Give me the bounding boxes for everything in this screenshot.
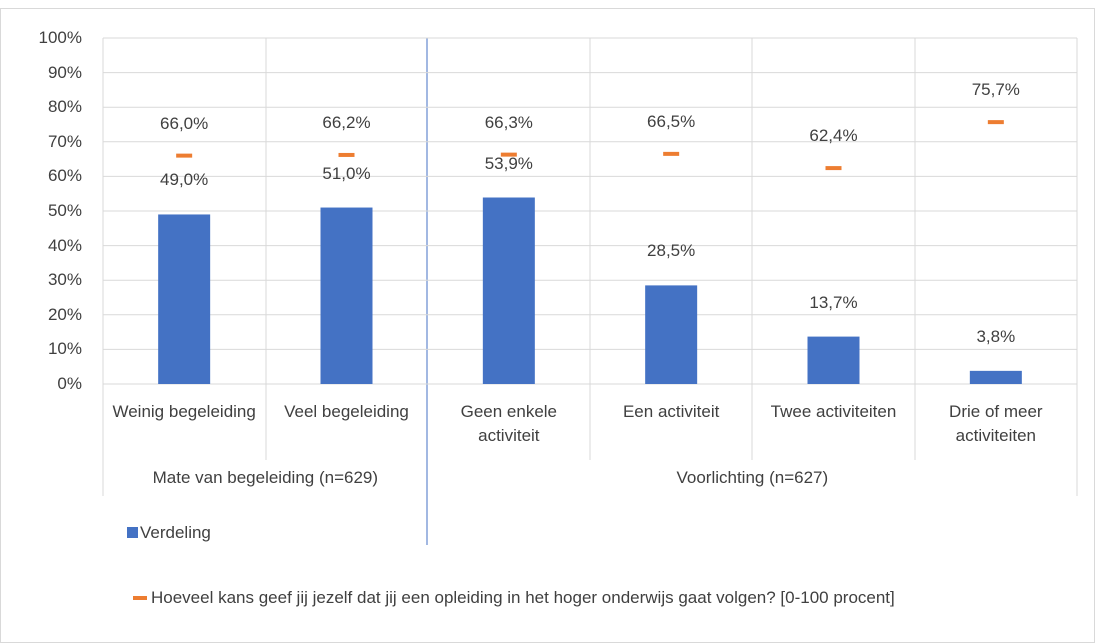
data-label: 66,2%: [322, 112, 371, 132]
legend-swatch: [127, 527, 138, 538]
data-label: 13,7%: [809, 292, 858, 312]
x-tick-label: Geen enkele activiteit: [460, 402, 558, 445]
group-label: Voorlichting (n=627): [676, 468, 829, 487]
y-tick-label: 10%: [47, 339, 82, 359]
data-label: 75,7%: [971, 80, 1020, 100]
data-label: 66,0%: [160, 113, 209, 133]
x-tick-label: Een activiteit: [622, 402, 720, 421]
bar: [645, 285, 698, 384]
x-tick-label: Twee activiteiten: [770, 402, 897, 421]
data-label: 28,5%: [647, 241, 696, 261]
legend-label: Verdeling: [140, 523, 211, 542]
bar: [158, 214, 211, 384]
bar: [482, 197, 535, 384]
x-tick-label: Drie of meer activiteiten: [949, 402, 1043, 445]
data-label: 49,0%: [160, 170, 209, 190]
bar: [969, 370, 1022, 384]
y-tick-label: 40%: [47, 235, 82, 255]
data-label: 3,8%: [976, 326, 1016, 346]
data-label: 62,4%: [809, 126, 858, 146]
data-label: 66,5%: [647, 111, 696, 131]
bar: [807, 336, 860, 384]
y-tick-label: 60%: [47, 166, 82, 186]
y-tick-label: 90%: [47, 62, 82, 82]
y-tick-label: 100%: [38, 28, 82, 47]
y-tick-label: 30%: [47, 270, 82, 290]
category-dividers: [102, 38, 1078, 496]
marks: [103, 37, 1077, 600]
chart-border: [0, 8, 1095, 643]
y-tick-label: 20%: [47, 304, 82, 324]
bar: [320, 207, 373, 384]
group-label: Mate van begeleiding (n=629): [152, 468, 379, 487]
y-tick-label: 70%: [47, 131, 82, 151]
data-label: 66,3%: [484, 112, 533, 132]
x-tick-label: Veel begeleiding: [284, 402, 409, 421]
y-tick-label: 80%: [47, 97, 82, 117]
x-tick-label: Weinig begeleiding: [112, 402, 256, 421]
y-tick-label: 50%: [47, 201, 82, 220]
y-tick-label: 0%: [57, 374, 82, 393]
legend-label: Hoeveel kans geef jij jezelf dat jij een…: [151, 588, 895, 607]
data-label: 51,0%: [322, 163, 371, 183]
data-label: 53,9%: [484, 153, 533, 173]
